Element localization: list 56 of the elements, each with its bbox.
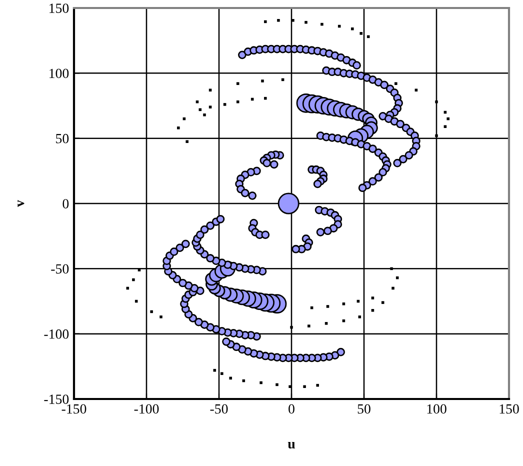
point: [371, 308, 374, 312]
point: [390, 267, 393, 270]
x-axis-title: u: [288, 442, 295, 448]
x-tick-label: -100: [134, 404, 159, 414]
point: [276, 383, 278, 386]
point: [290, 326, 293, 329]
point: [260, 381, 262, 384]
point: [264, 20, 267, 24]
point: [435, 134, 438, 138]
point: [186, 140, 188, 143]
point: [444, 125, 447, 128]
point: [236, 82, 240, 85]
y-tick-label: -150: [44, 394, 69, 404]
point: [446, 117, 450, 120]
point: [150, 310, 153, 314]
point: [160, 316, 162, 318]
point: [208, 88, 212, 92]
y-tick-label: 150: [50, 4, 69, 13]
point: [229, 376, 232, 380]
point: [371, 296, 374, 300]
point: [360, 32, 362, 35]
point: [381, 301, 384, 304]
x-tick-label: 150: [500, 404, 519, 414]
y-tick-label: -100: [44, 329, 69, 339]
y-tick-label: 50: [56, 134, 69, 144]
x-tick-label: 100: [427, 404, 446, 414]
point: [261, 80, 264, 82]
point: [132, 278, 135, 282]
point: [320, 22, 324, 26]
point: [138, 268, 141, 272]
point: [223, 103, 226, 106]
point: [304, 20, 308, 24]
point: [435, 100, 438, 104]
x-tick-label: -50: [210, 404, 228, 414]
point: [264, 96, 267, 100]
x-tick-label: 50: [358, 404, 370, 414]
y-axis-title: v: [18, 200, 24, 207]
point: [208, 106, 212, 108]
y-tick-label: 0: [62, 199, 69, 208]
point: [220, 372, 224, 375]
point: [177, 126, 180, 130]
point: [303, 385, 306, 388]
point: [324, 322, 328, 325]
y-tick-label: -50: [51, 264, 69, 274]
point: [277, 18, 280, 22]
y-tick-label: 100: [50, 68, 69, 78]
point: [203, 113, 206, 116]
point: [316, 384, 319, 387]
point: [326, 305, 330, 308]
x-tick-label: 0: [288, 404, 294, 414]
point: [414, 88, 418, 92]
point: [351, 27, 354, 30]
point: [392, 286, 394, 290]
point: [308, 324, 310, 328]
point: [358, 316, 362, 318]
point: [394, 82, 398, 85]
